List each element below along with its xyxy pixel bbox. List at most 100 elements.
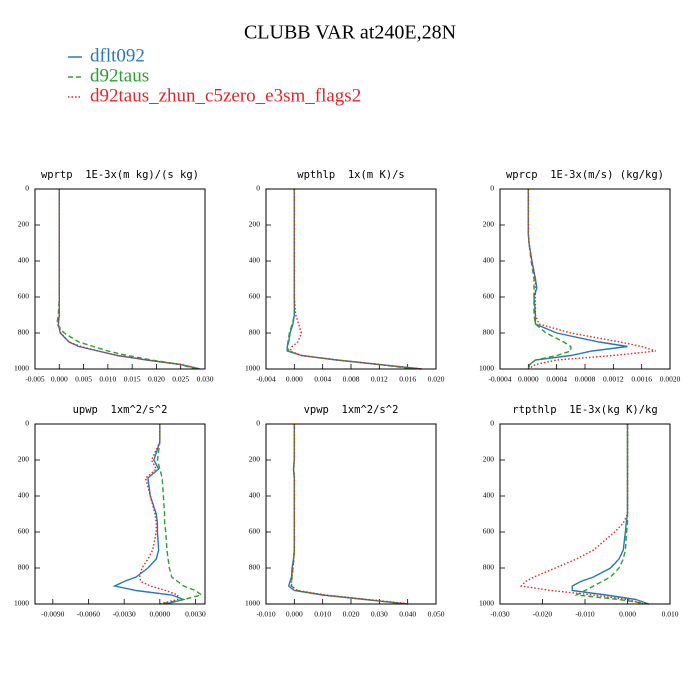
y-tick-label: 600 (18, 527, 30, 536)
profile-line (112, 424, 186, 605)
figure-title: CLUBB VAR at240E,28N (244, 22, 456, 44)
x-tick-label: -0.010 (256, 610, 276, 619)
x-tick-label: 0.020 (343, 610, 360, 619)
x-tick-label: -0.030 (490, 610, 510, 619)
y-tick-label: 600 (18, 292, 30, 301)
panel-title: wprtp 1E-3x(m kg)/(s kg) (41, 169, 199, 181)
y-tick-label: 0 (25, 419, 29, 428)
x-tick-label: 0.020 (428, 375, 445, 384)
x-tick-label: 0.050 (428, 610, 445, 619)
plot-frame (34, 188, 206, 370)
panel-title: wpthlp 1x(m K)/s (297, 169, 404, 181)
x-tick-label: 0.0012 (603, 375, 624, 384)
profile-line (290, 424, 408, 605)
x-tick-label: 0.010 (99, 375, 116, 384)
y-tick-label: 800 (483, 328, 495, 337)
profile-line (57, 189, 201, 370)
y-tick-label: 600 (483, 527, 495, 536)
profile-line (527, 189, 628, 370)
y-tick-label: 800 (18, 563, 30, 572)
x-tick-label: 0.0000 (518, 375, 539, 384)
profile-line (56, 189, 196, 370)
x-tick-label: 0.000 (51, 375, 68, 384)
profile-line (527, 189, 657, 370)
plot-frame (265, 188, 437, 370)
x-tick-label: 0.0008 (575, 375, 596, 384)
y-tick-label: 800 (483, 563, 495, 572)
x-tick-label: -0.005 (25, 375, 45, 384)
x-tick-label: 0.012 (371, 375, 388, 384)
y-tick-label: 400 (249, 491, 261, 500)
x-tick-label: -0.010 (575, 610, 595, 619)
profile-line (286, 189, 415, 370)
profile-line (571, 424, 649, 605)
x-tick-label: 0.0020 (660, 375, 681, 384)
x-tick-label: 0.005 (75, 375, 92, 384)
y-tick-label: 400 (483, 256, 495, 265)
plot-frame (34, 423, 206, 605)
y-tick-label: 200 (483, 455, 495, 464)
y-tick-label: 1000 (245, 599, 260, 608)
y-tick-label: 1000 (14, 599, 29, 608)
x-tick-label: -0.0090 (41, 610, 64, 619)
x-tick-label: 0.008 (343, 375, 360, 384)
y-tick-label: 1000 (245, 364, 260, 373)
y-tick-label: 600 (249, 527, 261, 536)
y-tick-label: 200 (18, 220, 30, 229)
x-tick-label: 0.010 (662, 610, 679, 619)
y-tick-label: 800 (249, 328, 261, 337)
x-tick-label: 0.0000 (150, 610, 171, 619)
y-tick-label: 200 (249, 220, 261, 229)
y-tick-label: 400 (249, 256, 261, 265)
y-tick-label: 800 (249, 563, 261, 572)
legend-label: d92taus_zhun_c5zero_e3sm_flags2 (90, 85, 361, 106)
y-tick-label: 200 (18, 455, 30, 464)
x-tick-label: 0.004 (314, 375, 331, 384)
y-tick-label: 200 (483, 220, 495, 229)
x-tick-label: -0.0004 (488, 375, 511, 384)
y-tick-label: 800 (18, 328, 30, 337)
plot-frame (265, 423, 437, 605)
profile-line (156, 424, 204, 605)
profile-line (574, 424, 649, 605)
x-tick-label: -0.020 (533, 610, 553, 619)
panel-title: wprcp 1E-3x(m/s) (kg/kg) (506, 169, 664, 181)
legend-label: dflt092 (90, 45, 145, 66)
profile-line (286, 189, 422, 370)
x-tick-label: 0.025 (172, 375, 189, 384)
x-tick-label: 0.000 (286, 375, 303, 384)
x-tick-label: -0.0060 (77, 610, 100, 619)
plot-frame (499, 188, 671, 370)
y-tick-label: 400 (18, 256, 30, 265)
y-tick-label: 1000 (479, 364, 494, 373)
profile-line (527, 189, 572, 370)
plot-frame (499, 423, 671, 605)
y-tick-label: 400 (18, 491, 30, 500)
x-tick-label: 0.015 (124, 375, 141, 384)
y-tick-label: 0 (256, 184, 260, 193)
profile-line (289, 189, 422, 370)
x-tick-label: -0.0030 (113, 610, 136, 619)
x-tick-label: 0.030 (197, 375, 214, 384)
y-tick-label: 0 (256, 419, 260, 428)
y-tick-label: 0 (25, 184, 29, 193)
panel-title: rtpthlp 1E-3x(kg K)/kg (512, 404, 657, 416)
x-tick-label: 0.000 (286, 610, 303, 619)
x-tick-label: 0.040 (399, 610, 416, 619)
y-tick-label: 600 (249, 292, 261, 301)
y-tick-label: 600 (483, 292, 495, 301)
x-tick-label: 0.030 (371, 610, 388, 619)
y-tick-label: 200 (249, 455, 261, 464)
profile-line (290, 424, 411, 605)
x-tick-label: 0.0030 (185, 610, 206, 619)
x-tick-label: 0.0004 (546, 375, 567, 384)
y-tick-label: 400 (483, 491, 495, 500)
profile-line (138, 424, 179, 605)
y-tick-label: 0 (490, 184, 494, 193)
x-tick-label: 0.010 (314, 610, 331, 619)
legend-label: d92taus (90, 65, 149, 86)
profile-line (287, 424, 408, 605)
x-tick-label: 0.020 (148, 375, 165, 384)
x-tick-label: 0.0016 (631, 375, 652, 384)
